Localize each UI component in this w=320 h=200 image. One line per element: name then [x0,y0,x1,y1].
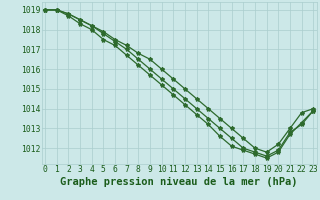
X-axis label: Graphe pression niveau de la mer (hPa): Graphe pression niveau de la mer (hPa) [60,177,298,187]
